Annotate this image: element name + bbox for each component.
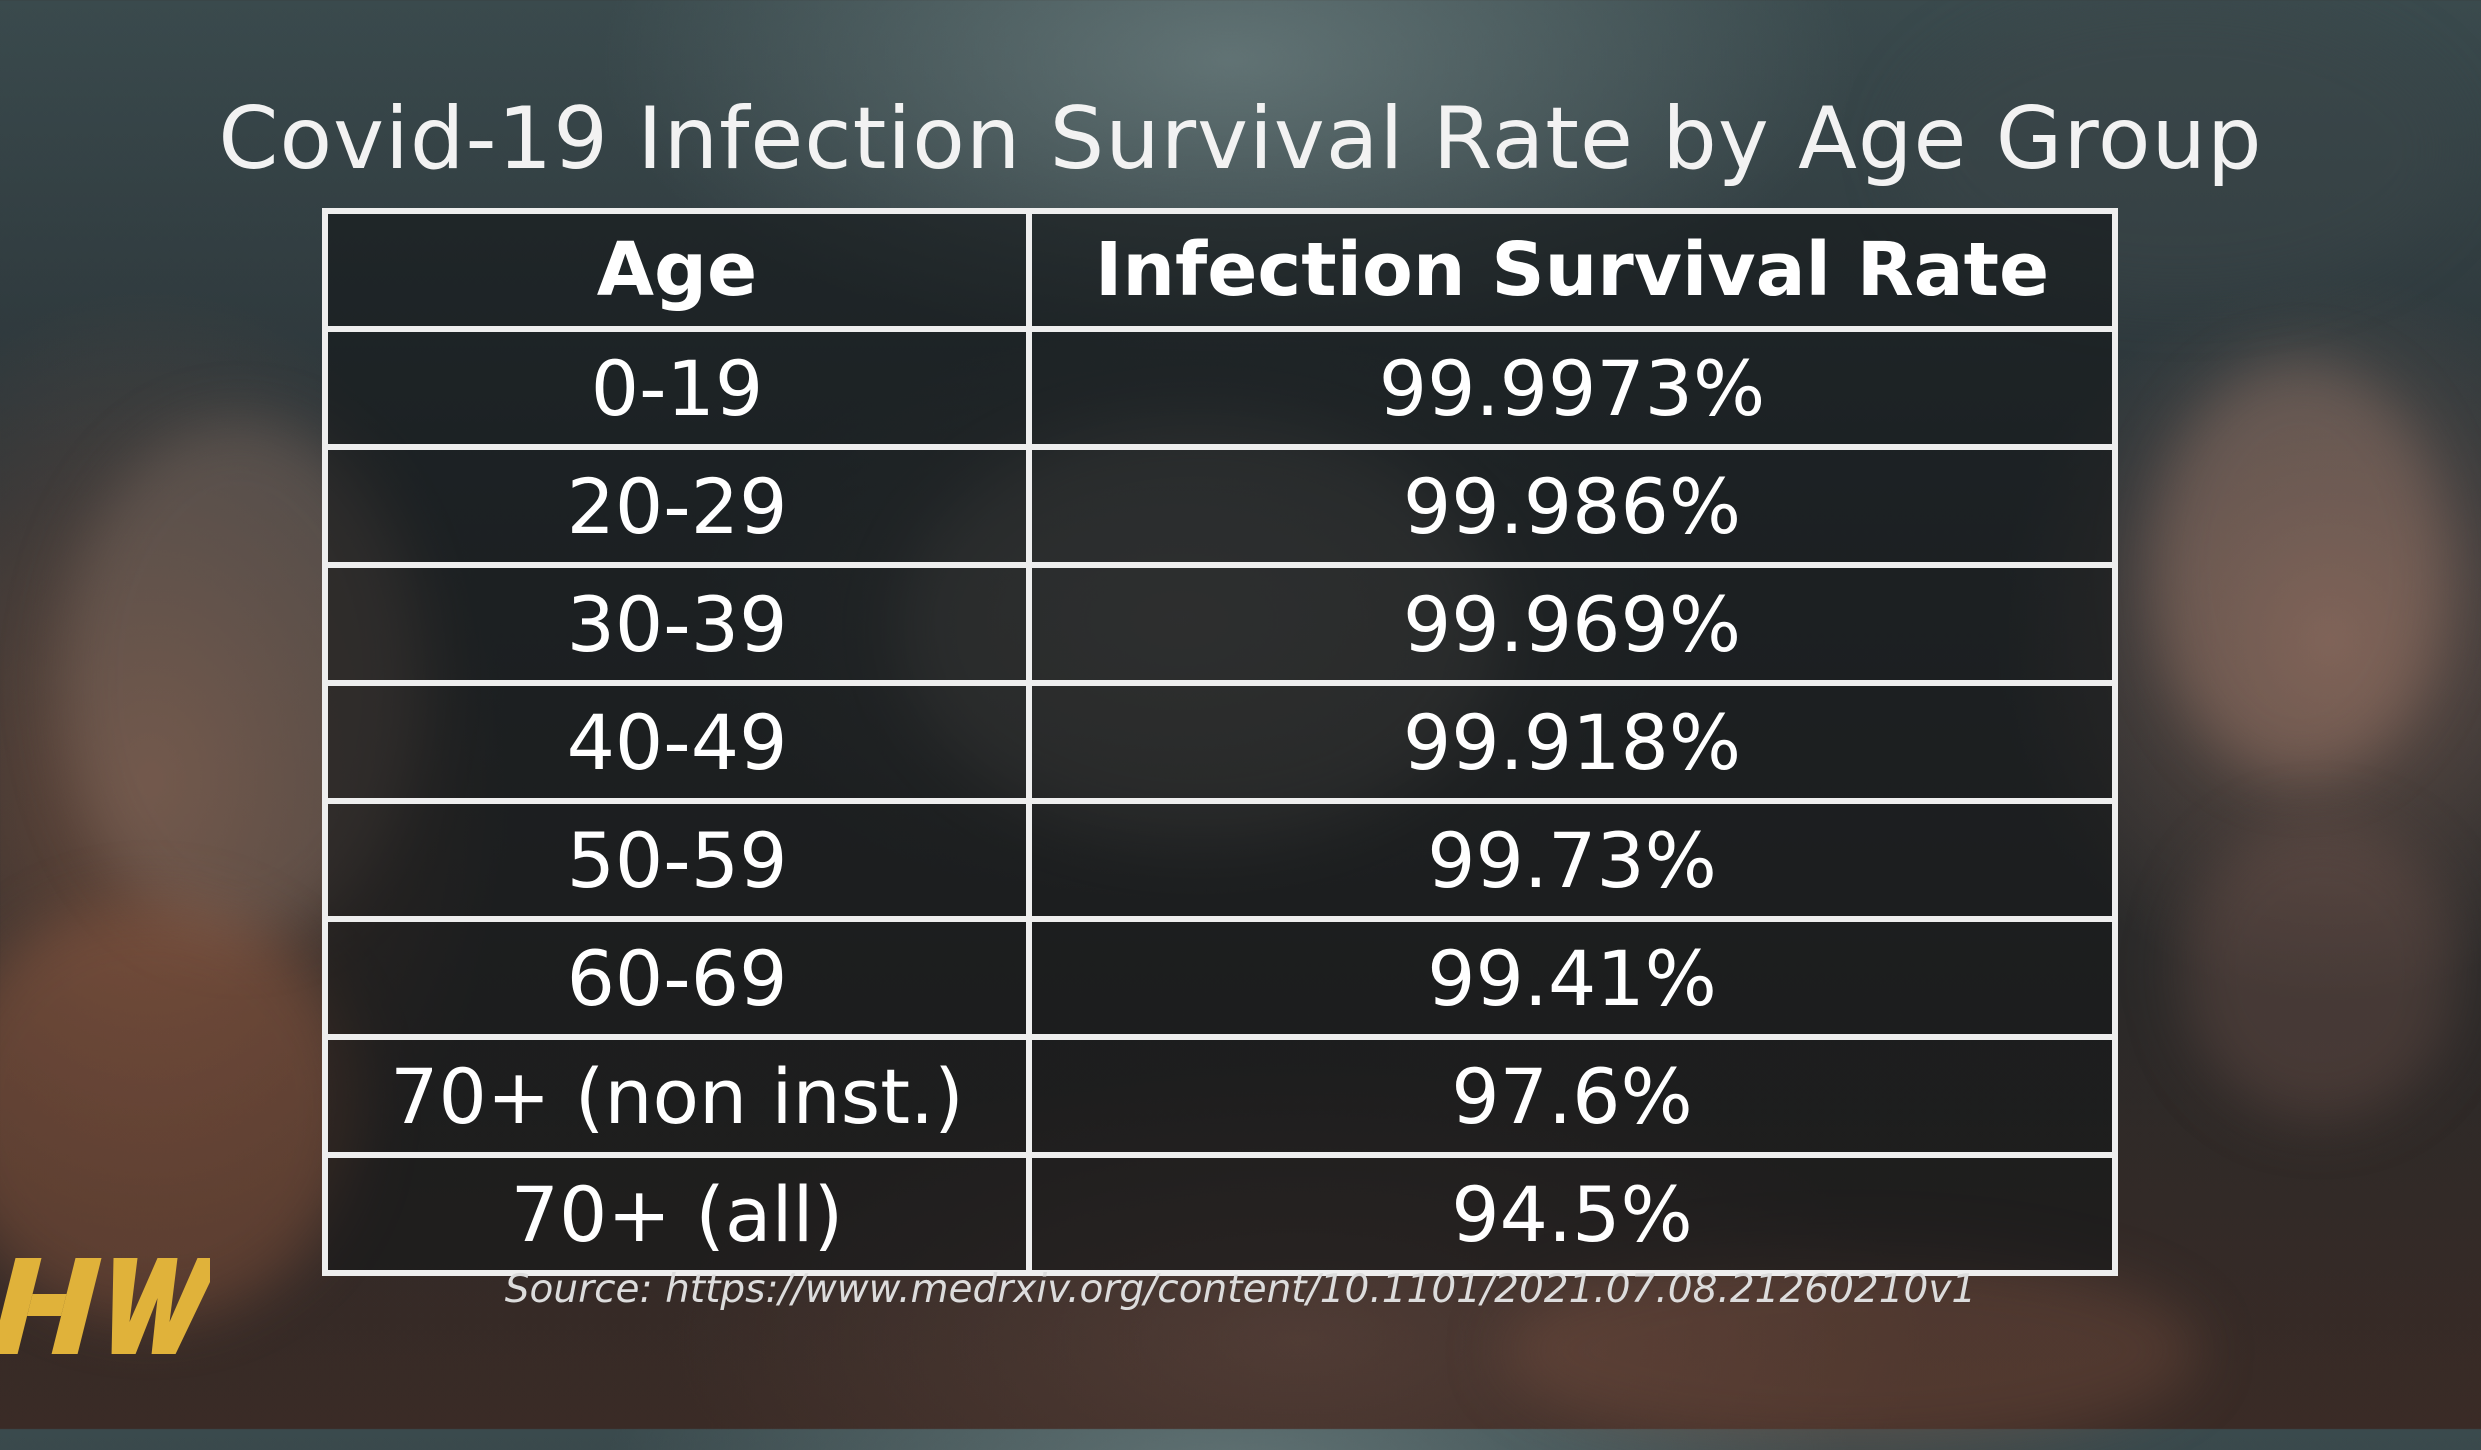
survival-rate-cell: 99.969%	[1026, 562, 2118, 686]
table-row: 30-39 99.969%	[322, 562, 2118, 686]
table-row: 0-19 99.9973%	[322, 326, 2118, 450]
table-row: 70+ (non inst.) 97.6%	[322, 1034, 2118, 1158]
survival-rate-cell: 97.6%	[1026, 1034, 2118, 1158]
age-group-cell: 0-19	[322, 326, 1032, 450]
hw-logo	[0, 1258, 210, 1354]
survival-rate-cell: 99.918%	[1026, 680, 2118, 804]
table-row: 50-59 99.73%	[322, 798, 2118, 922]
survival-rate-cell: 99.986%	[1026, 444, 2118, 568]
survival-rate-cell: 99.73%	[1026, 798, 2118, 922]
age-group-cell: 30-39	[322, 562, 1032, 686]
age-group-cell: 70+ (non inst.)	[322, 1034, 1032, 1158]
header-row: Age Infection Survival Rate	[322, 208, 2118, 332]
survival-rate-cell: 99.9973%	[1026, 326, 2118, 450]
table-row: 40-49 99.918%	[322, 680, 2118, 804]
chart-title: Covid-19 Infection Survival Rate by Age …	[218, 89, 2263, 189]
table-row: 60-69 99.41%	[322, 916, 2118, 1040]
age-group-cell: 50-59	[322, 798, 1032, 922]
age-group-cell: 70+ (all)	[322, 1152, 1032, 1276]
table-row: 70+ (all) 94.5%	[322, 1152, 2118, 1276]
column-header-survival-rate: Infection Survival Rate	[1026, 208, 2118, 332]
age-group-cell: 20-29	[322, 444, 1032, 568]
table-row: 20-29 99.986%	[322, 444, 2118, 568]
survival-rate-table: Age Infection Survival Rate 0-19 99.9973%…	[322, 208, 2118, 1276]
table-body: 0-19 99.9973% 20-29 99.986% 30-39 99.969% 40-4…	[322, 326, 2118, 1276]
data-table: Age Infection Survival Rate 0-19 99.9973%…	[322, 208, 2118, 1276]
column-header-age: Age	[322, 208, 1032, 332]
source-citation: Source: https://www.medrxiv.org/content/…	[504, 1267, 1977, 1312]
age-group-cell: 60-69	[322, 916, 1032, 1040]
survival-rate-cell: 99.41%	[1026, 916, 2118, 1040]
age-group-cell: 40-49	[322, 680, 1032, 804]
survival-rate-cell: 94.5%	[1026, 1152, 2118, 1276]
